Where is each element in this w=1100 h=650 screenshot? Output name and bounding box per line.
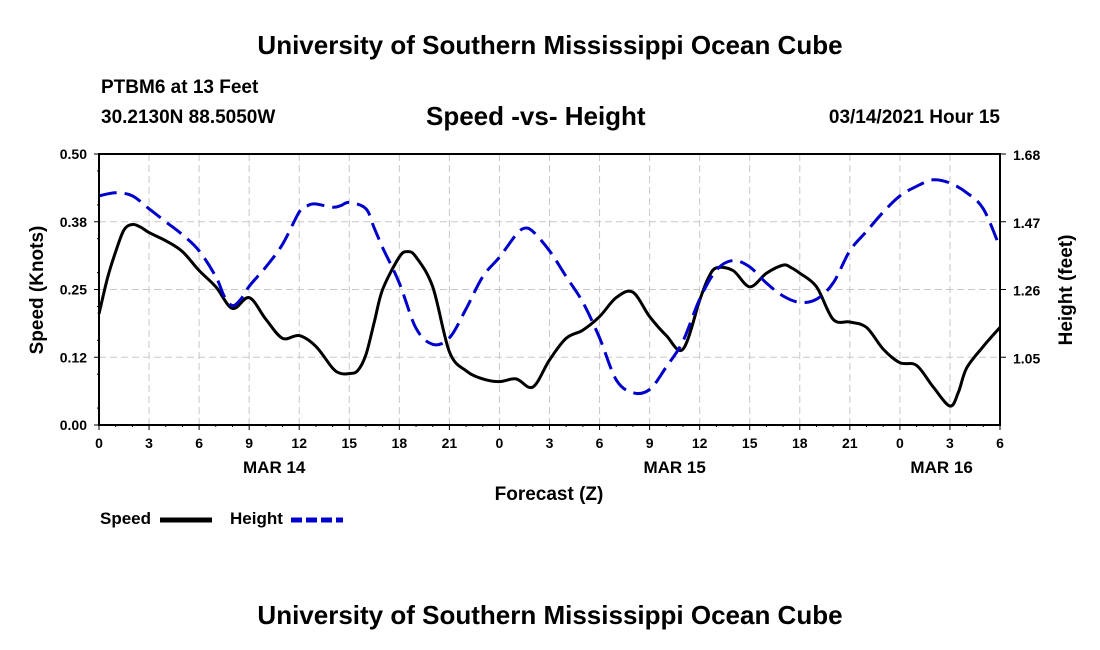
x-tick-label: 9: [245, 435, 253, 451]
page-title: University of Southern Mississippi Ocean…: [257, 30, 843, 60]
x-tick-label: 6: [195, 435, 203, 451]
legend-speed-label: Speed: [100, 509, 151, 528]
x-tick-label: 15: [742, 435, 758, 451]
height-series-line: [98, 178, 1002, 396]
x-tick-label: 3: [546, 435, 554, 451]
series-lines: [97, 178, 1002, 408]
speed-series-line: [97, 222, 1002, 408]
axis-ticks: [94, 153, 1006, 430]
y-tick-label: 0.25: [60, 282, 87, 298]
x-tick-label: 6: [996, 435, 1004, 451]
x-tick-label: 0: [95, 435, 103, 451]
y2-tick-label: 1.26: [1013, 283, 1040, 299]
chart-title: Speed -vs- Height: [426, 101, 646, 131]
y2-tick-label: 1.05: [1013, 350, 1040, 366]
y2-tick-label: 1.47: [1013, 215, 1040, 231]
x-tick-label: 21: [442, 435, 458, 451]
y2-axis-title: Height (feet): [1056, 235, 1077, 346]
y-tick-label: 0.12: [60, 349, 87, 365]
legend-height-label: Height: [230, 509, 283, 528]
date-label: MAR 15: [643, 458, 705, 477]
x-tick-label: 21: [842, 435, 858, 451]
axis-labels: 0 3 6 9 12 15 18 21 0 3 6 9 12 15 18 21 0 3 6 MAR 14 MAR 15 M…: [60, 146, 1041, 477]
footer-title: University of Southern Mississippi Ocean…: [257, 600, 843, 630]
x-tick-label: 15: [341, 435, 357, 451]
forecast-date: 03/14/2021 Hour 15: [828, 107, 1000, 128]
x-tick-label: 12: [291, 435, 307, 451]
x-tick-label: 0: [496, 435, 504, 451]
x-tick-label: 0: [896, 435, 904, 451]
y-tick-label: 0.38: [60, 214, 87, 230]
x-tick-label: 18: [392, 435, 408, 451]
x-tick-label: 3: [946, 435, 954, 451]
grid-lines: [99, 154, 1000, 425]
date-label: MAR 16: [910, 458, 972, 477]
x-tick-label: 9: [646, 435, 654, 451]
legend: Speed Height: [100, 509, 343, 528]
x-tick-label: 18: [792, 435, 808, 451]
x-tick-label: 3: [145, 435, 153, 451]
date-label: MAR 14: [243, 458, 306, 477]
x-tick-label: 12: [692, 435, 708, 451]
y-tick-label: 0.00: [60, 417, 87, 433]
station-label: PTBM6 at 13 Feet: [101, 77, 259, 98]
x-tick-label: 6: [596, 435, 604, 451]
x-axis-title: Forecast (Z): [495, 484, 604, 505]
coordinates-label: 30.2130N 88.5050W: [101, 107, 276, 128]
y2-tick-label: 1.68: [1013, 147, 1040, 163]
y-axis-title: Speed (Knots): [27, 226, 48, 355]
y-tick-label: 0.50: [60, 146, 87, 162]
